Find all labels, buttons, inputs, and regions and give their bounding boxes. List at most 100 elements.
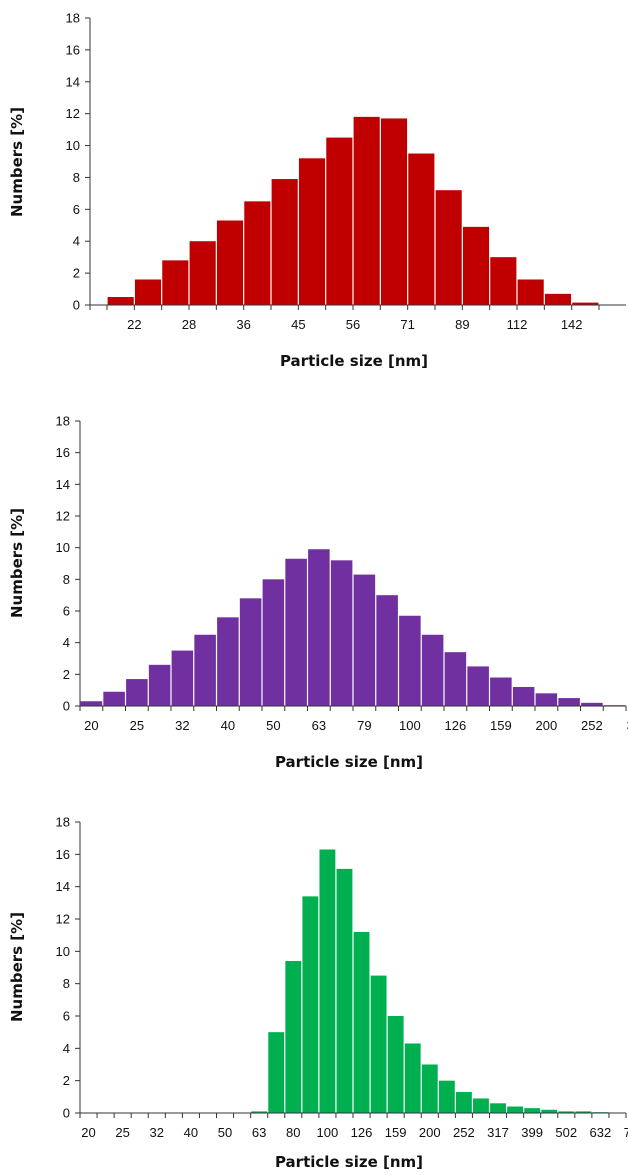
- y-tick-label: 2: [63, 667, 70, 682]
- x-tick-label: 126: [445, 718, 467, 733]
- histogram-bar: [581, 702, 603, 706]
- y-tick-label: 2: [73, 266, 80, 281]
- y-tick-label: 4: [63, 1041, 70, 1056]
- histogram-bar: [421, 634, 444, 706]
- histogram-bar: [302, 896, 319, 1113]
- y-tick-label: 16: [56, 445, 70, 460]
- x-tick-label: 32: [150, 1125, 164, 1140]
- histogram-bar: [298, 158, 326, 305]
- x-tick-label: 80: [286, 1125, 300, 1140]
- x-tick-label: 20: [81, 1125, 95, 1140]
- y-tick-label: 10: [56, 540, 70, 555]
- x-tick-label: 63: [312, 718, 326, 733]
- histogram-bar: [490, 257, 517, 305]
- histogram-red: 0 2 4 6 8 10 12 14 16 18 22 28 36 45 56 71 89 112 142 Parti…: [0, 0, 628, 380]
- histogram-bar: [387, 1016, 404, 1113]
- y-tick-label: 6: [63, 604, 70, 619]
- y-tick-label: 0: [73, 298, 80, 313]
- histogram-bar: [271, 179, 298, 305]
- histogram-bar: [189, 241, 216, 305]
- y-tick-label: 10: [56, 944, 70, 959]
- x-tick-label: 45: [291, 317, 305, 332]
- histogram-bar: [399, 615, 421, 706]
- x-axis-title: Particle size [nm]: [280, 352, 428, 370]
- histogram-bar: [558, 1111, 575, 1113]
- histogram-bar: [572, 302, 599, 305]
- histogram-bar: [326, 137, 353, 305]
- x-tick-label: 50: [218, 1125, 232, 1140]
- y-tick-label: 4: [63, 635, 70, 650]
- x-tick-label: 796: [624, 1125, 628, 1140]
- histogram-bar: [148, 664, 171, 706]
- histogram-bar: [467, 666, 489, 706]
- x-tick-label: 56: [346, 317, 360, 332]
- y-tick-label: 4: [73, 234, 80, 249]
- x-tick-label: 32: [175, 718, 189, 733]
- y-tick-label: 12: [66, 106, 80, 121]
- x-tick-label: 40: [184, 1125, 198, 1140]
- histogram-bar: [490, 677, 512, 706]
- x-tick-label: 159: [490, 718, 512, 733]
- x-tick-label: 252: [453, 1125, 475, 1140]
- histogram-bar: [353, 574, 376, 706]
- x-tick-label: 28: [182, 317, 196, 332]
- x-tick-label: 502: [555, 1125, 577, 1140]
- y-tick-label: 16: [66, 42, 80, 57]
- histogram-bar: [330, 560, 353, 706]
- x-axis-title: Particle size [nm]: [275, 753, 423, 771]
- y-axis-title: Numbers [%]: [8, 107, 26, 217]
- histogram-bar: [285, 961, 302, 1113]
- histogram-bar: [134, 279, 162, 305]
- x-tick-label: 317: [487, 1125, 509, 1140]
- histogram-bar: [444, 652, 467, 706]
- y-axis-title: Numbers [%]: [8, 912, 26, 1022]
- x-tick-label: 22: [127, 317, 141, 332]
- x-tick-label: 100: [317, 1125, 339, 1140]
- x-tick-label: 63: [252, 1125, 266, 1140]
- y-tick-label: 16: [56, 847, 70, 862]
- histogram-bar: [490, 1103, 506, 1113]
- x-tick-label: 159: [385, 1125, 407, 1140]
- y-tick-label: 18: [66, 11, 80, 26]
- x-tick-label: 200: [419, 1125, 441, 1140]
- histogram-bar: [438, 1080, 455, 1113]
- y-tick-label: 8: [73, 170, 80, 185]
- histogram-bar: [107, 297, 134, 305]
- x-axis-title: Particle size [nm]: [275, 1153, 423, 1171]
- histogram-bar: [285, 558, 307, 706]
- y-tick-label: 12: [56, 509, 70, 524]
- x-tick-label: 142: [561, 317, 583, 332]
- y-axis-title: Numbers [%]: [8, 508, 26, 618]
- chart-svg-red: 0 2 4 6 8 10 12 14 16 18 22 28 36 45 56 71 89 112 142 Parti…: [8, 11, 626, 370]
- x-tick-label: 36: [236, 317, 250, 332]
- x-tick-label: 100: [399, 718, 421, 733]
- histogram-bar: [244, 201, 271, 305]
- y-tick-label: 14: [66, 74, 80, 89]
- histogram-purple: 0 2 4 6 8 10 12 14 16 18 20 25 32 40 50 63 79 100 126 159 20…: [0, 393, 628, 785]
- histogram-green: 0 2 4 6 8 10 12 14 16 18 20 25 32 40 50 63 80 100 126 159 20…: [0, 791, 628, 1175]
- histogram-bar: [262, 579, 285, 706]
- x-tick-label: 632: [590, 1125, 612, 1140]
- histogram-bar: [336, 868, 353, 1113]
- y-tick-label: 0: [63, 1106, 70, 1121]
- histogram-bar: [544, 293, 572, 305]
- x-tick-label: 252: [581, 718, 603, 733]
- histogram-bar: [575, 1111, 592, 1113]
- x-tick-label: 399: [521, 1125, 543, 1140]
- histogram-bar: [194, 634, 216, 706]
- histogram-bar: [462, 226, 490, 305]
- y-tick-label: 14: [56, 879, 70, 894]
- histogram-bar: [251, 1111, 268, 1113]
- histogram-bar: [421, 1064, 438, 1113]
- y-tick-label: 14: [56, 477, 70, 492]
- x-tick-label: 200: [536, 718, 558, 733]
- histogram-bar: [380, 118, 408, 305]
- histogram-bar: [455, 1091, 472, 1113]
- histogram-bar: [162, 260, 189, 305]
- histogram-bar: [353, 931, 370, 1113]
- histogram-bar: [517, 279, 544, 305]
- histogram-bar: [535, 693, 558, 706]
- histogram-bar: [473, 1098, 489, 1113]
- x-tick-label: 126: [351, 1125, 373, 1140]
- chart-svg-green: 0 2 4 6 8 10 12 14 16 18 20 25 32 40 50 63 80 100 126 159 20…: [8, 815, 628, 1172]
